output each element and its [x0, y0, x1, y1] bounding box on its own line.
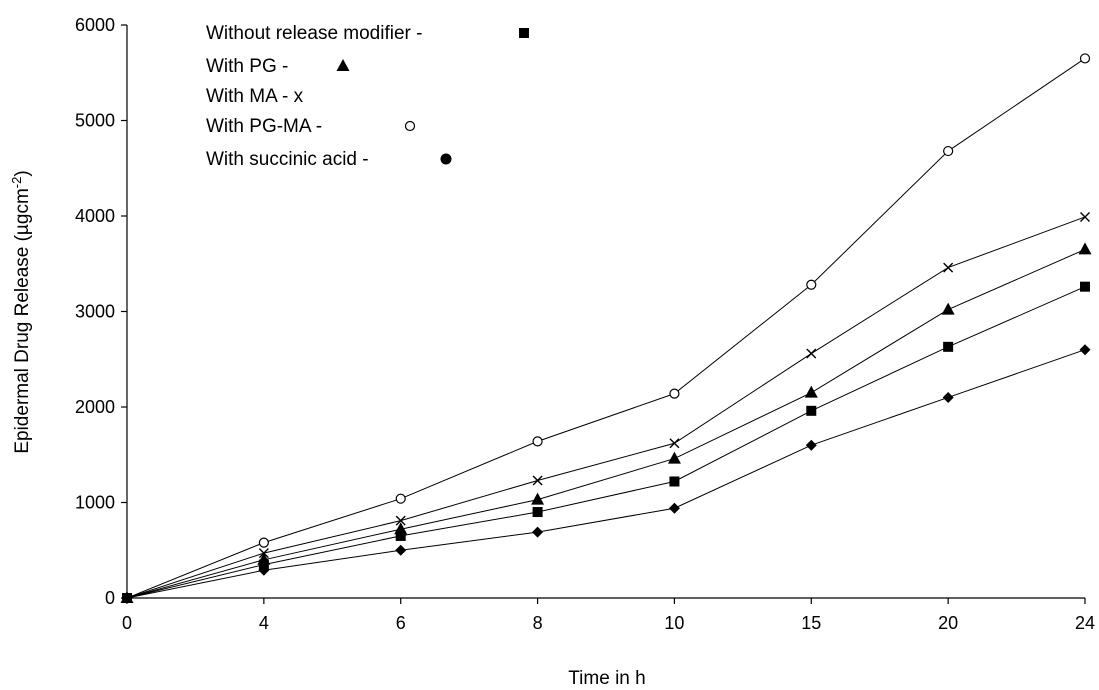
- data-point: [806, 405, 817, 416]
- data-point: [532, 507, 543, 518]
- data-point: [121, 592, 133, 604]
- y-ticks: 0 1000 2000 3000 4000 5000 6000: [75, 15, 127, 608]
- data-point: [532, 436, 543, 447]
- series-markers: [120, 53, 1092, 604]
- data-point: [941, 302, 955, 315]
- data-point: [532, 475, 543, 486]
- x-tick-label: 20: [938, 613, 958, 633]
- data-point: [1080, 211, 1090, 222]
- y-tick-label: 5000: [75, 111, 115, 131]
- data-point: [531, 492, 545, 505]
- legend-entry-label: With PG -: [206, 56, 288, 77]
- y-tick-label: 3000: [75, 302, 115, 322]
- y-tick-label: 6000: [75, 15, 115, 35]
- data-point: [1078, 242, 1092, 255]
- x-tick-label: 0: [122, 613, 132, 633]
- legend-entry-label: With MA - x: [206, 86, 304, 107]
- data-point: [257, 552, 271, 565]
- series-line: [126, 286, 1086, 599]
- y-tick-label: 4000: [75, 206, 115, 226]
- data-point: [532, 526, 544, 538]
- series-line: [126, 216, 1086, 599]
- legend-marker: [519, 28, 529, 38]
- x-tick-label: 15: [801, 613, 821, 633]
- data-point: [804, 385, 818, 398]
- x-tick-label: 24: [1075, 613, 1095, 633]
- series-line: [126, 349, 1086, 599]
- series-line: [126, 248, 1086, 599]
- data-point: [395, 544, 407, 556]
- data-point: [943, 145, 954, 157]
- data-point: [258, 564, 270, 576]
- y-tick-label: 1000: [75, 493, 115, 513]
- data-point: [667, 451, 681, 464]
- data-point: [395, 493, 406, 504]
- data-point: [669, 476, 680, 487]
- legend-entry-label: With succinic acid -: [206, 149, 369, 170]
- data-point: [395, 530, 406, 541]
- x-ticks: 0 4 6 8 10 15 20 24: [122, 598, 1095, 633]
- legend-marker: [336, 59, 350, 71]
- legend: Without release modifier - With PG - With …: [206, 23, 529, 170]
- data-point: [943, 341, 954, 352]
- x-axis-title: Time in h: [568, 668, 645, 689]
- legend-marker: [440, 153, 452, 165]
- data-point: [1079, 53, 1091, 64]
- y-tick-label: 2000: [75, 397, 115, 417]
- y-tick-label: 0: [105, 588, 115, 608]
- legend-marker: [404, 120, 416, 132]
- data-point: [395, 515, 406, 526]
- x-tick-label: 10: [664, 613, 684, 633]
- data-point: [668, 502, 680, 514]
- data-point: [669, 438, 680, 449]
- series-lines: [126, 58, 1086, 599]
- x-tick-label: 6: [396, 613, 406, 633]
- y-axis-title: Epidermal Drug Release (µgcm-2): [9, 170, 33, 453]
- data-point: [258, 548, 269, 559]
- data-point: [1080, 281, 1090, 292]
- data-point: [942, 391, 954, 403]
- data-point: [805, 439, 817, 451]
- data-point: [806, 348, 817, 359]
- data-point: [806, 279, 817, 290]
- data-point: [258, 537, 269, 548]
- axes: [126, 25, 1085, 599]
- data-point: [669, 388, 680, 399]
- legend-entry-label: Without release modifier -: [206, 23, 422, 44]
- x-tick-label: 8: [533, 613, 543, 633]
- data-point: [1079, 344, 1091, 356]
- series-line: [126, 58, 1086, 599]
- data-point: [943, 262, 954, 273]
- data-point: [394, 522, 408, 535]
- legend-entry-label: With PG-MA -: [206, 116, 322, 137]
- x-tick-label: 4: [259, 613, 269, 633]
